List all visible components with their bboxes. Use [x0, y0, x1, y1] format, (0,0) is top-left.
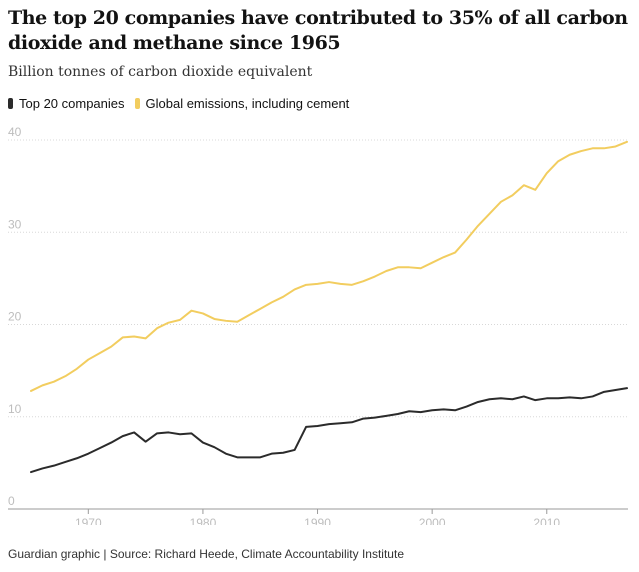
y-tick-label-40: 40	[8, 125, 22, 139]
x-tick-label-1980: 1980	[190, 516, 217, 525]
legend-swatch-top20	[8, 98, 13, 109]
series-layer	[30, 140, 628, 474]
legend-label-top20: Top 20 companies	[19, 96, 125, 111]
y-tick-label-30: 30	[8, 217, 22, 231]
source-footer: Guardian graphic | Source: Richard Heede…	[8, 547, 404, 561]
series-line-top20	[30, 387, 628, 474]
legend-item-global: Global emissions, including cement	[134, 96, 350, 111]
grid: 0 10 20 30 40	[8, 125, 628, 510]
x-axis: 1970 1980 1990 2000 2010	[75, 509, 560, 525]
legend-item-top20: Top 20 companies	[8, 96, 125, 111]
chart-title: The top 20 companies have contributed to…	[8, 7, 628, 54]
x-tick-label-1990: 1990	[304, 516, 331, 525]
y-tick-label-10: 10	[8, 402, 22, 416]
y-tick-label-0: 0	[8, 494, 15, 508]
legend-label-global: Global emissions, including cement	[145, 96, 350, 111]
line-chart: 0 10 20 30 40 1970 1980 1990 2000 2010	[8, 125, 628, 525]
x-tick-label-2010: 2010	[533, 516, 560, 525]
x-tick-label-1970: 1970	[75, 516, 102, 525]
series-line-global	[30, 140, 628, 392]
legend-swatch-global	[134, 98, 140, 109]
x-tick-label-2000: 2000	[419, 516, 446, 525]
y-tick-label-20: 20	[8, 310, 22, 324]
chart-subtitle: Billion tonnes of carbon dioxide equival…	[8, 64, 313, 80]
legend: Top 20 companies Global emissions, inclu…	[8, 96, 359, 111]
